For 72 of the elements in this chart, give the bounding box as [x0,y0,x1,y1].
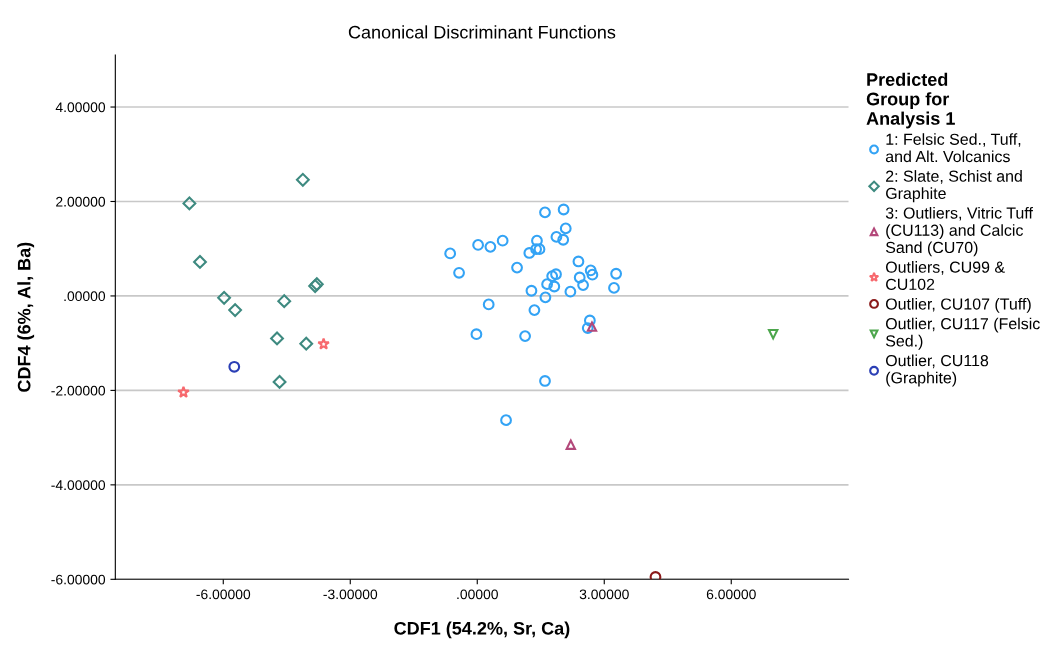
point [270,331,284,346]
x-tick-label: 3.00000 [579,589,629,600]
legend-label: 2: Slate, Schist and Graphite [886,170,1022,203]
point [470,328,483,341]
y-tick-label: 4.00000 [55,102,106,113]
point [177,385,190,398]
legend-label: Outlier, CU117 (Felsic Sed.) [885,317,1040,350]
point [444,247,457,260]
point [496,234,509,247]
y-tick-label: -4.00000 [51,480,106,491]
point [277,294,292,309]
point [559,222,572,235]
point [608,282,620,294]
point [272,374,287,389]
point [539,291,552,304]
point [572,255,585,268]
chart-title: Canonical Discriminant Functions [348,25,616,39]
x-tick-label: .00000 [457,589,498,600]
legend-label: 3: Outliers, Vitric Tuff (CU113) and Calcic Sand (CU70) [885,206,1033,257]
point [182,196,197,211]
legend-label: Outliers, CU99 & CU102 [885,261,1005,291]
x-tick-label: -3.00000 [323,589,378,600]
y-tick-label: -6.00000 [51,574,106,585]
point [581,322,594,334]
point [767,328,779,340]
legend-label: 1: Felsic Sed., Tuff, and Alt. Volcanics [885,133,1021,163]
y-tick-label: .00000 [64,291,106,302]
point [565,439,577,450]
point [539,206,551,219]
point [610,267,623,280]
point [511,261,523,274]
point [586,321,598,332]
legend-label: Outlier, CU107 (Tuff) [885,297,1031,313]
point [550,268,562,281]
point [317,337,330,350]
point [546,270,559,283]
legend-title: Predicted Group for Analysis 1 [866,72,955,129]
point [573,271,586,284]
y-tick-label: -2.00000 [51,385,106,396]
point [577,279,589,291]
point [472,239,485,251]
point [193,255,207,269]
point [548,280,561,293]
point [217,290,232,305]
legend-label: Outlier, CU118 (Graphite) [885,354,989,387]
point [541,278,554,291]
point [557,203,570,216]
point [299,336,314,351]
point [539,375,551,387]
x-tick-label: 6.00000 [706,589,756,600]
point [519,330,531,342]
x-tick-label: -6.00000 [196,589,251,600]
point [228,360,241,373]
point [550,231,563,243]
y-tick-label: 2.00000 [56,196,106,207]
point [525,284,538,297]
point [557,233,570,246]
x-axis-title: CDF1 (54.2%, Sr, Ca) [394,621,570,639]
point [584,264,597,277]
point [531,234,543,247]
point [586,268,599,281]
point [484,240,497,253]
point [228,303,243,318]
point [295,172,310,187]
point [583,314,596,327]
point [500,414,512,427]
point [528,304,541,317]
y-axis-title: CDF4 (6%, Al, Ba) [17,242,35,392]
point [523,247,536,259]
point [482,298,495,311]
point [564,285,577,298]
point [453,266,465,279]
